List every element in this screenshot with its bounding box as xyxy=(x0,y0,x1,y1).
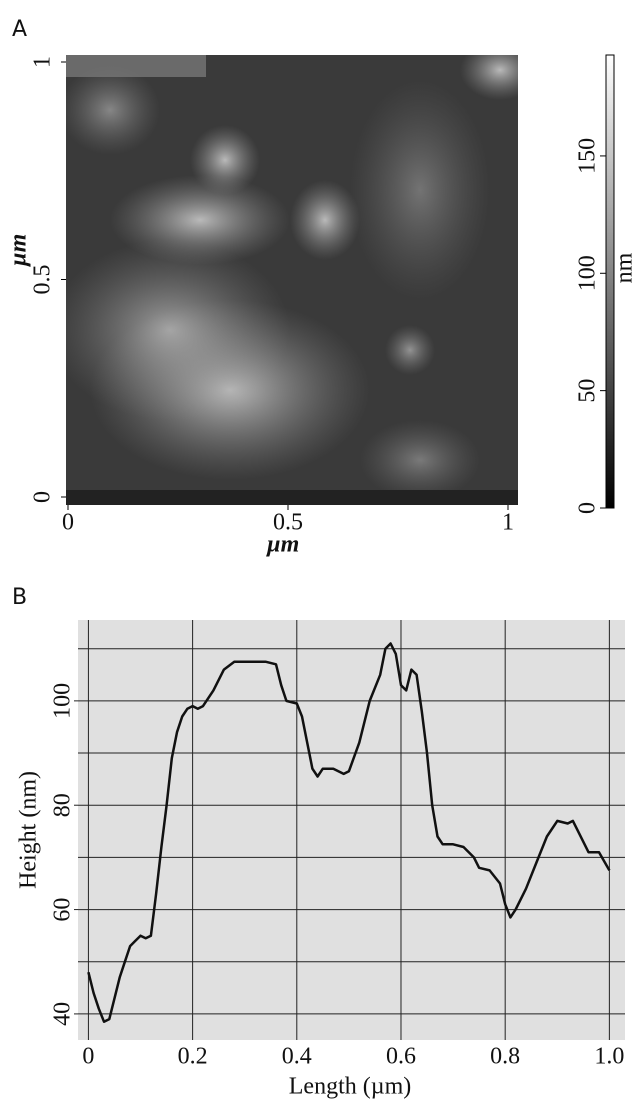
colorbar-tick-label: 150 xyxy=(575,138,601,174)
y-axis-label: µm xyxy=(6,234,32,268)
x-axis-label: Length (µm) xyxy=(289,1074,411,1100)
x-tick-label: 0 xyxy=(62,510,74,536)
x-tick-label: 0.8 xyxy=(490,1044,520,1070)
y-axis-label: Height (nm) xyxy=(16,771,42,889)
colorbar-tick-label: 100 xyxy=(575,255,601,291)
colorbar-label: nm xyxy=(612,252,638,283)
y-tick-label: 40 xyxy=(50,1002,76,1026)
x-tick-label: 0.5 xyxy=(273,510,303,536)
y-tick-label: 80 xyxy=(50,793,76,817)
y-tick-label: 1 xyxy=(30,56,56,68)
panel-label: B xyxy=(12,585,27,610)
panel-label: A xyxy=(12,17,27,42)
profile-line xyxy=(87,642,611,1023)
colorbar-tick-label: 50 xyxy=(575,379,601,403)
y-tick-label: 0.5 xyxy=(30,265,56,295)
x-tick-label: 0.4 xyxy=(282,1044,312,1070)
x-tick-label: 0.6 xyxy=(386,1044,416,1070)
y-tick-label: 0 xyxy=(30,491,56,503)
afm-image xyxy=(66,55,518,505)
x-tick-label: 1 xyxy=(502,510,514,536)
plot-area xyxy=(78,620,625,1040)
x-tick-label: 0 xyxy=(82,1044,94,1070)
x-axis-label: µm xyxy=(266,532,300,558)
x-tick-label: 0.2 xyxy=(178,1044,208,1070)
y-tick-label: 100 xyxy=(50,683,76,719)
colorbar-tick-label: 0 xyxy=(575,502,601,514)
colorbar xyxy=(605,54,615,509)
x-tick-label: 1.0 xyxy=(594,1044,624,1070)
y-tick-label: 60 xyxy=(50,898,76,922)
